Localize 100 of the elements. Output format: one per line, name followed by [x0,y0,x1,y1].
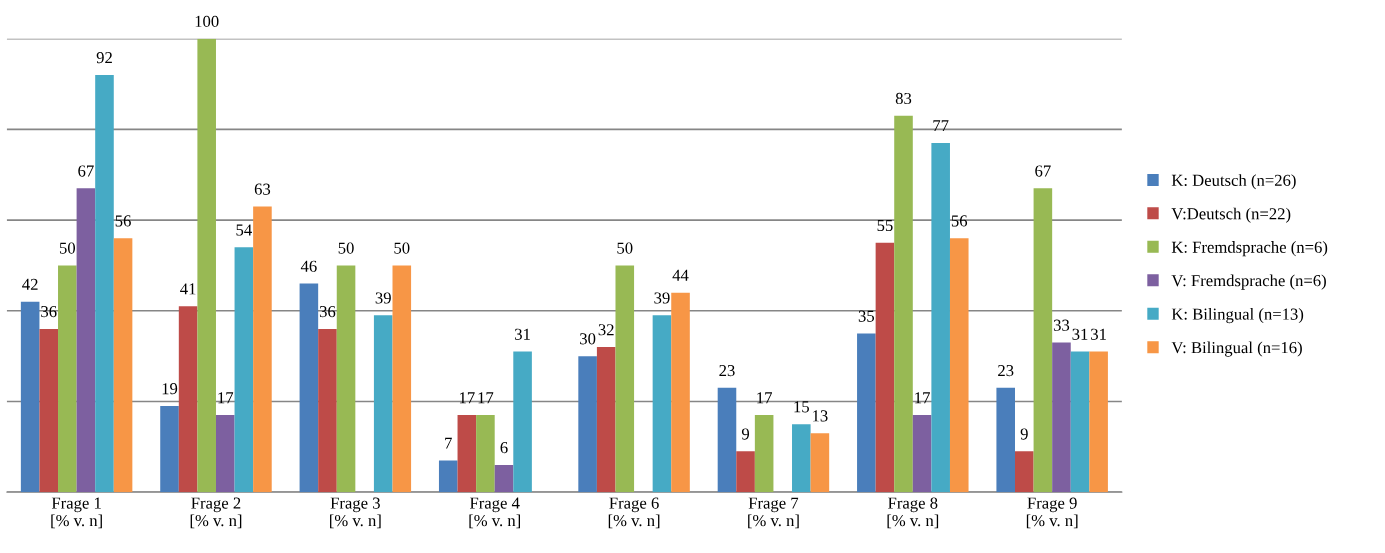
bar [578,356,597,493]
bar [717,387,737,493]
bar [754,415,774,493]
x-tick-label: Frage 3 [% v. n] [330,497,381,529]
bar [197,38,216,493]
bar [931,143,950,493]
data-label: 23 [719,364,735,377]
data-label: 67 [1035,165,1051,177]
data-label: 39 [654,292,670,304]
data-label: 36 [41,306,57,318]
data-label: 41 [180,283,196,295]
bar [494,464,514,493]
bar [76,188,96,493]
x-tick-label: Frage 8 [% v. n] [887,497,939,529]
data-label: 31 [1091,328,1106,340]
bar [336,265,356,493]
data-label: 13 [813,410,828,422]
x-tick-label: Frage 7 [% v. n] [748,497,799,529]
data-label: 17 [915,392,930,404]
data-label: 50 [59,242,76,254]
legend-label: V: Bilingual (n=16) [1171,341,1302,357]
data-label: 31 [1072,328,1088,340]
data-label: 63 [254,183,271,195]
data-label: 50 [617,242,633,254]
bar [652,315,672,493]
x-tick-label: Frage 1 [% v. n] [51,497,102,529]
data-label: 35 [858,310,875,322]
bar [1015,451,1034,493]
bar [1089,351,1108,493]
bar [996,387,1015,493]
bar [792,424,811,493]
x-tick-label: Frage 4 [% v. n] [469,497,520,529]
bar [875,242,895,493]
bar [513,351,532,493]
data-label: 55 [877,219,893,232]
data-label: 15 [794,401,809,413]
bar [912,415,932,493]
data-label: 92 [96,52,112,64]
bar [253,206,272,493]
data-label: 17 [478,392,494,404]
data-label: 67 [78,165,94,177]
data-label: 32 [598,324,614,336]
bar [438,460,458,493]
bar [299,283,319,493]
data-label: 23 [998,364,1014,377]
data-label: 77 [933,120,949,132]
bar [1070,351,1090,493]
data-label: 56 [115,215,131,227]
bar [39,328,59,493]
data-label: 39 [375,292,391,304]
data-label: 50 [338,242,354,254]
bar [160,406,179,493]
data-label: 9 [741,428,750,440]
bar [596,347,616,493]
data-label: 54 [236,224,252,236]
data-label: 19 [162,383,178,395]
x-tick-label: Frage 2 [% v. n] [190,497,242,529]
bar [1052,342,1071,493]
data-label: 9 [1020,428,1028,440]
x-tick-label: Frage 9 [% v. n] [1026,497,1078,529]
legend-label: V: Fremdsprache (n=6) [1171,274,1326,290]
data-label: 17 [757,392,772,404]
bar [1033,188,1053,493]
data-label: 100 [195,15,219,27]
bar [58,265,77,493]
bar [20,301,40,493]
bar [215,415,235,493]
bar [671,292,690,493]
bar [95,74,114,493]
x-tick-label: Frage 6 [% v. n] [608,497,660,529]
bar [392,265,412,493]
legend-label: K: Fremdsprache (n=6) [1171,241,1328,257]
data-label: 83 [895,92,912,105]
legend-label: K: Bilingual (n=13) [1171,308,1304,324]
bar [457,415,477,493]
bar [894,115,913,493]
bar [476,415,495,493]
data-label: 50 [394,242,410,254]
bar [615,265,635,493]
bar [113,238,133,493]
bar [373,315,393,493]
data-label: 31 [515,328,530,340]
legend-label: K: Deutsch (n=26) [1171,174,1296,190]
data-label: 7 [445,437,452,449]
bar [318,328,337,493]
bar [810,433,830,493]
data-label: 44 [672,269,689,281]
data-label: 36 [319,306,336,318]
bar [857,333,876,493]
data-label: 33 [1053,319,1070,331]
data-label: 6 [500,442,508,454]
data-label: 17 [218,392,234,404]
legend-label: V:Deutsch (n=22) [1171,207,1291,223]
data-label: 17 [459,392,475,404]
data-label: 42 [22,278,38,290]
data-label: 30 [580,333,596,345]
data-label: 56 [951,215,968,227]
bar [234,247,254,493]
bar [949,238,969,493]
bar [178,306,198,493]
